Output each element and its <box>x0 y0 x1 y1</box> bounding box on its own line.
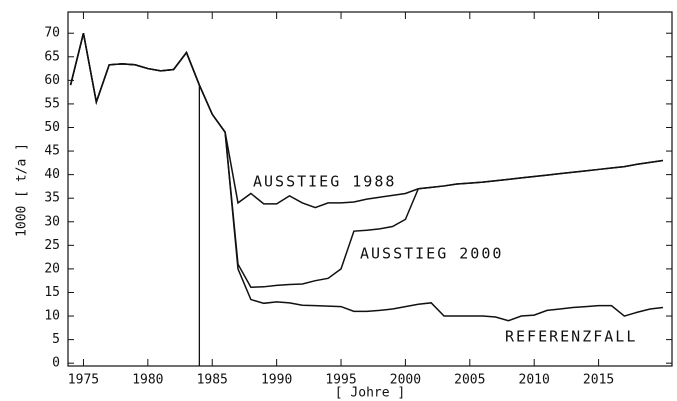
series-label: AUSSTIEG 1988 <box>253 173 396 191</box>
x-tick-label: 1990 <box>261 373 292 388</box>
y-tick-label: 40 <box>44 167 60 182</box>
y-tick-label: 55 <box>44 96 60 111</box>
plot-frame <box>67 11 673 367</box>
y-axis-label: 1000 [ t/a ] <box>15 143 30 237</box>
y-tick-label: 35 <box>44 191 60 206</box>
y-tick-label: 30 <box>44 214 60 229</box>
series-label: AUSSTIEG 2000 <box>360 245 503 263</box>
y-tick-label: 70 <box>44 26 60 41</box>
y-tick-label: 45 <box>44 144 60 159</box>
y-tick-label: 65 <box>44 49 60 64</box>
series-label: REFERENZFALL <box>505 328 637 346</box>
x-tick-label: 2000 <box>390 373 421 388</box>
x-tick-label: 2005 <box>454 373 485 388</box>
x-tick-label: 1980 <box>132 373 163 388</box>
y-tick-label: 25 <box>44 238 60 253</box>
y-tick-label: 5 <box>52 332 60 347</box>
y-tick-label: 0 <box>52 356 60 371</box>
x-tick-label: 1985 <box>197 373 228 388</box>
x-tick-label: 1995 <box>325 373 356 388</box>
y-tick-label: 15 <box>44 285 60 300</box>
y-tick-label: 10 <box>44 309 60 324</box>
x-tick-label: 1975 <box>68 373 99 388</box>
y-tick-label: 60 <box>44 73 60 88</box>
x-axis-label: [ Johre ] <box>335 386 405 401</box>
series-line <box>69 33 664 322</box>
x-tick-label: 2015 <box>583 373 614 388</box>
y-tick-label: 50 <box>44 120 60 135</box>
y-tick-label: 20 <box>44 261 60 276</box>
x-tick-label: 2010 <box>519 373 550 388</box>
